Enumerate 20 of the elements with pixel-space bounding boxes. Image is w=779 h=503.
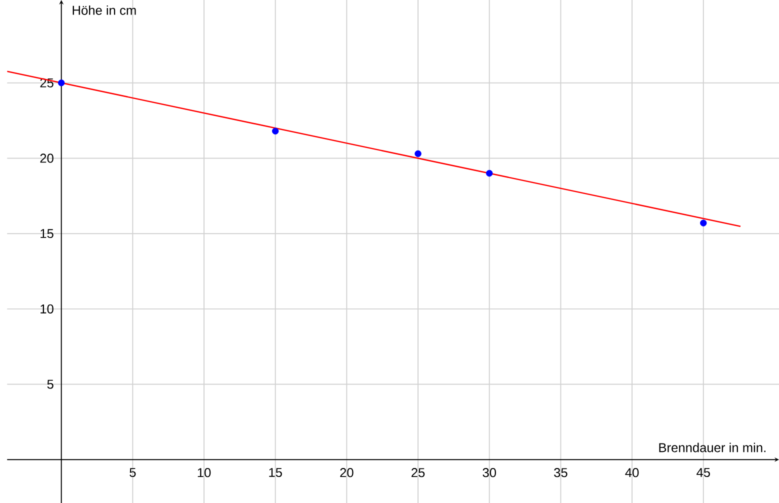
x-tick-label: 5 <box>130 468 136 477</box>
y-tick-label: 10 <box>40 304 54 314</box>
x-axis-title: Brenndauer in min. <box>659 442 766 452</box>
x-tick-label: 15 <box>269 468 282 477</box>
point <box>58 79 65 86</box>
point <box>486 170 493 176</box>
x-tick-label: 30 <box>482 468 496 477</box>
y-tick-label: 15 <box>40 228 54 238</box>
x-tick-label: 10 <box>198 468 211 477</box>
x-tick-label: 45 <box>696 468 710 477</box>
point <box>414 150 422 157</box>
y-tick-label: 5 <box>47 380 54 389</box>
point <box>700 220 707 226</box>
point <box>272 128 279 134</box>
x-tick-label: 35 <box>554 468 568 477</box>
y-axis-title: Höhe in cm <box>72 5 136 15</box>
x-tick-label: 25 <box>412 468 425 477</box>
x-tick-label: 40 <box>625 468 639 477</box>
y-tick-label: 20 <box>40 154 54 163</box>
x-tick-label: 20 <box>340 468 354 477</box>
